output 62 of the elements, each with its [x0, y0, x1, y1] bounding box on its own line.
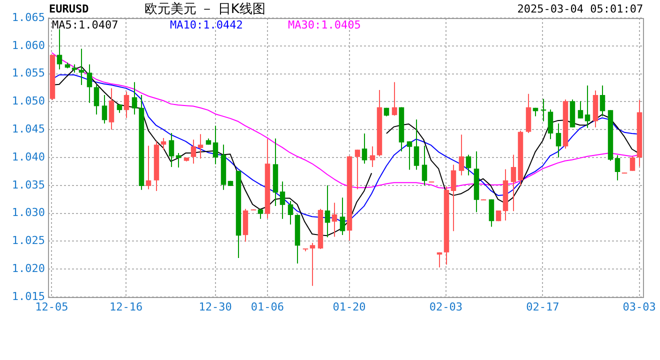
candlestick	[198, 134, 204, 160]
candlestick	[102, 94, 108, 124]
x-tick-label: 02-03	[429, 300, 463, 314]
y-tick-label: 1.050	[12, 94, 45, 108]
text: 2025-03-04 05:01:07	[517, 2, 644, 16]
x-tick-label: 12-30	[198, 300, 232, 314]
candlestick	[288, 200, 294, 225]
x-tick-label: 12-05	[35, 300, 68, 314]
candlestick	[584, 85, 590, 128]
chart-subtitle: EURUSD	[49, 2, 90, 16]
candlestick	[600, 85, 606, 117]
text: MA30:1.0405	[288, 18, 361, 32]
text: MA10:1.0442	[170, 18, 243, 32]
y-tick-label: 1.040	[12, 150, 45, 164]
y-tick-label: 1.045	[12, 122, 45, 136]
candlestick	[510, 154, 516, 212]
x-tick-label: 01-20	[332, 300, 366, 314]
candlestick	[556, 122, 562, 158]
candlestick	[190, 139, 196, 164]
candlestick	[212, 125, 218, 165]
candlestick	[56, 28, 62, 70]
x-tick-label: 01-06	[250, 300, 284, 314]
y-tick-label: 1.055	[12, 66, 45, 80]
candlestick	[146, 145, 152, 190]
candlestick	[332, 202, 338, 238]
candlestick	[362, 133, 368, 164]
candlestick	[94, 84, 100, 116]
x-tick-label: 03-03	[622, 300, 656, 314]
y-tick-label: 1.065	[12, 10, 45, 24]
candlestick	[280, 180, 286, 220]
candlestick	[450, 164, 456, 232]
candlestick	[324, 184, 330, 238]
candlestick	[310, 242, 316, 286]
candlestick	[414, 119, 420, 170]
candlestick	[578, 100, 584, 119]
candlestick	[458, 134, 464, 176]
candlestick	[548, 109, 554, 140]
candlestick	[466, 154, 472, 176]
candlestick	[124, 91, 130, 118]
y-tick-label: 1.060	[12, 38, 45, 52]
candlestick	[168, 132, 174, 168]
chart-title: 欧元美元 － 日K线图	[144, 0, 266, 17]
candlestick	[340, 197, 346, 236]
candlestick	[630, 156, 636, 172]
candlestick	[614, 154, 620, 181]
text: MA5:1.0407	[52, 18, 118, 32]
candlestick	[354, 149, 360, 190]
y-tick-label: 1.030	[12, 206, 45, 220]
candlestick	[108, 88, 114, 130]
y-tick-label: 1.015	[12, 290, 45, 303]
candlestick	[370, 146, 376, 168]
candlestick	[406, 140, 412, 170]
y-tick-label: 1.020	[12, 262, 45, 275]
y-tick-label: 1.035	[12, 178, 45, 192]
candlestick	[488, 198, 494, 228]
candlestick	[132, 82, 138, 116]
candlestick	[422, 145, 428, 186]
x-tick-label: 02-17	[526, 300, 560, 314]
candlestick	[86, 64, 92, 104]
y-tick-label: 1.025	[12, 234, 45, 248]
candlestick	[392, 82, 398, 116]
x-tick-label: 12-16	[110, 300, 143, 314]
